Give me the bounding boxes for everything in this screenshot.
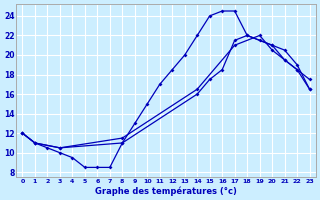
- X-axis label: Graphe des températures (°c): Graphe des températures (°c): [95, 186, 237, 196]
